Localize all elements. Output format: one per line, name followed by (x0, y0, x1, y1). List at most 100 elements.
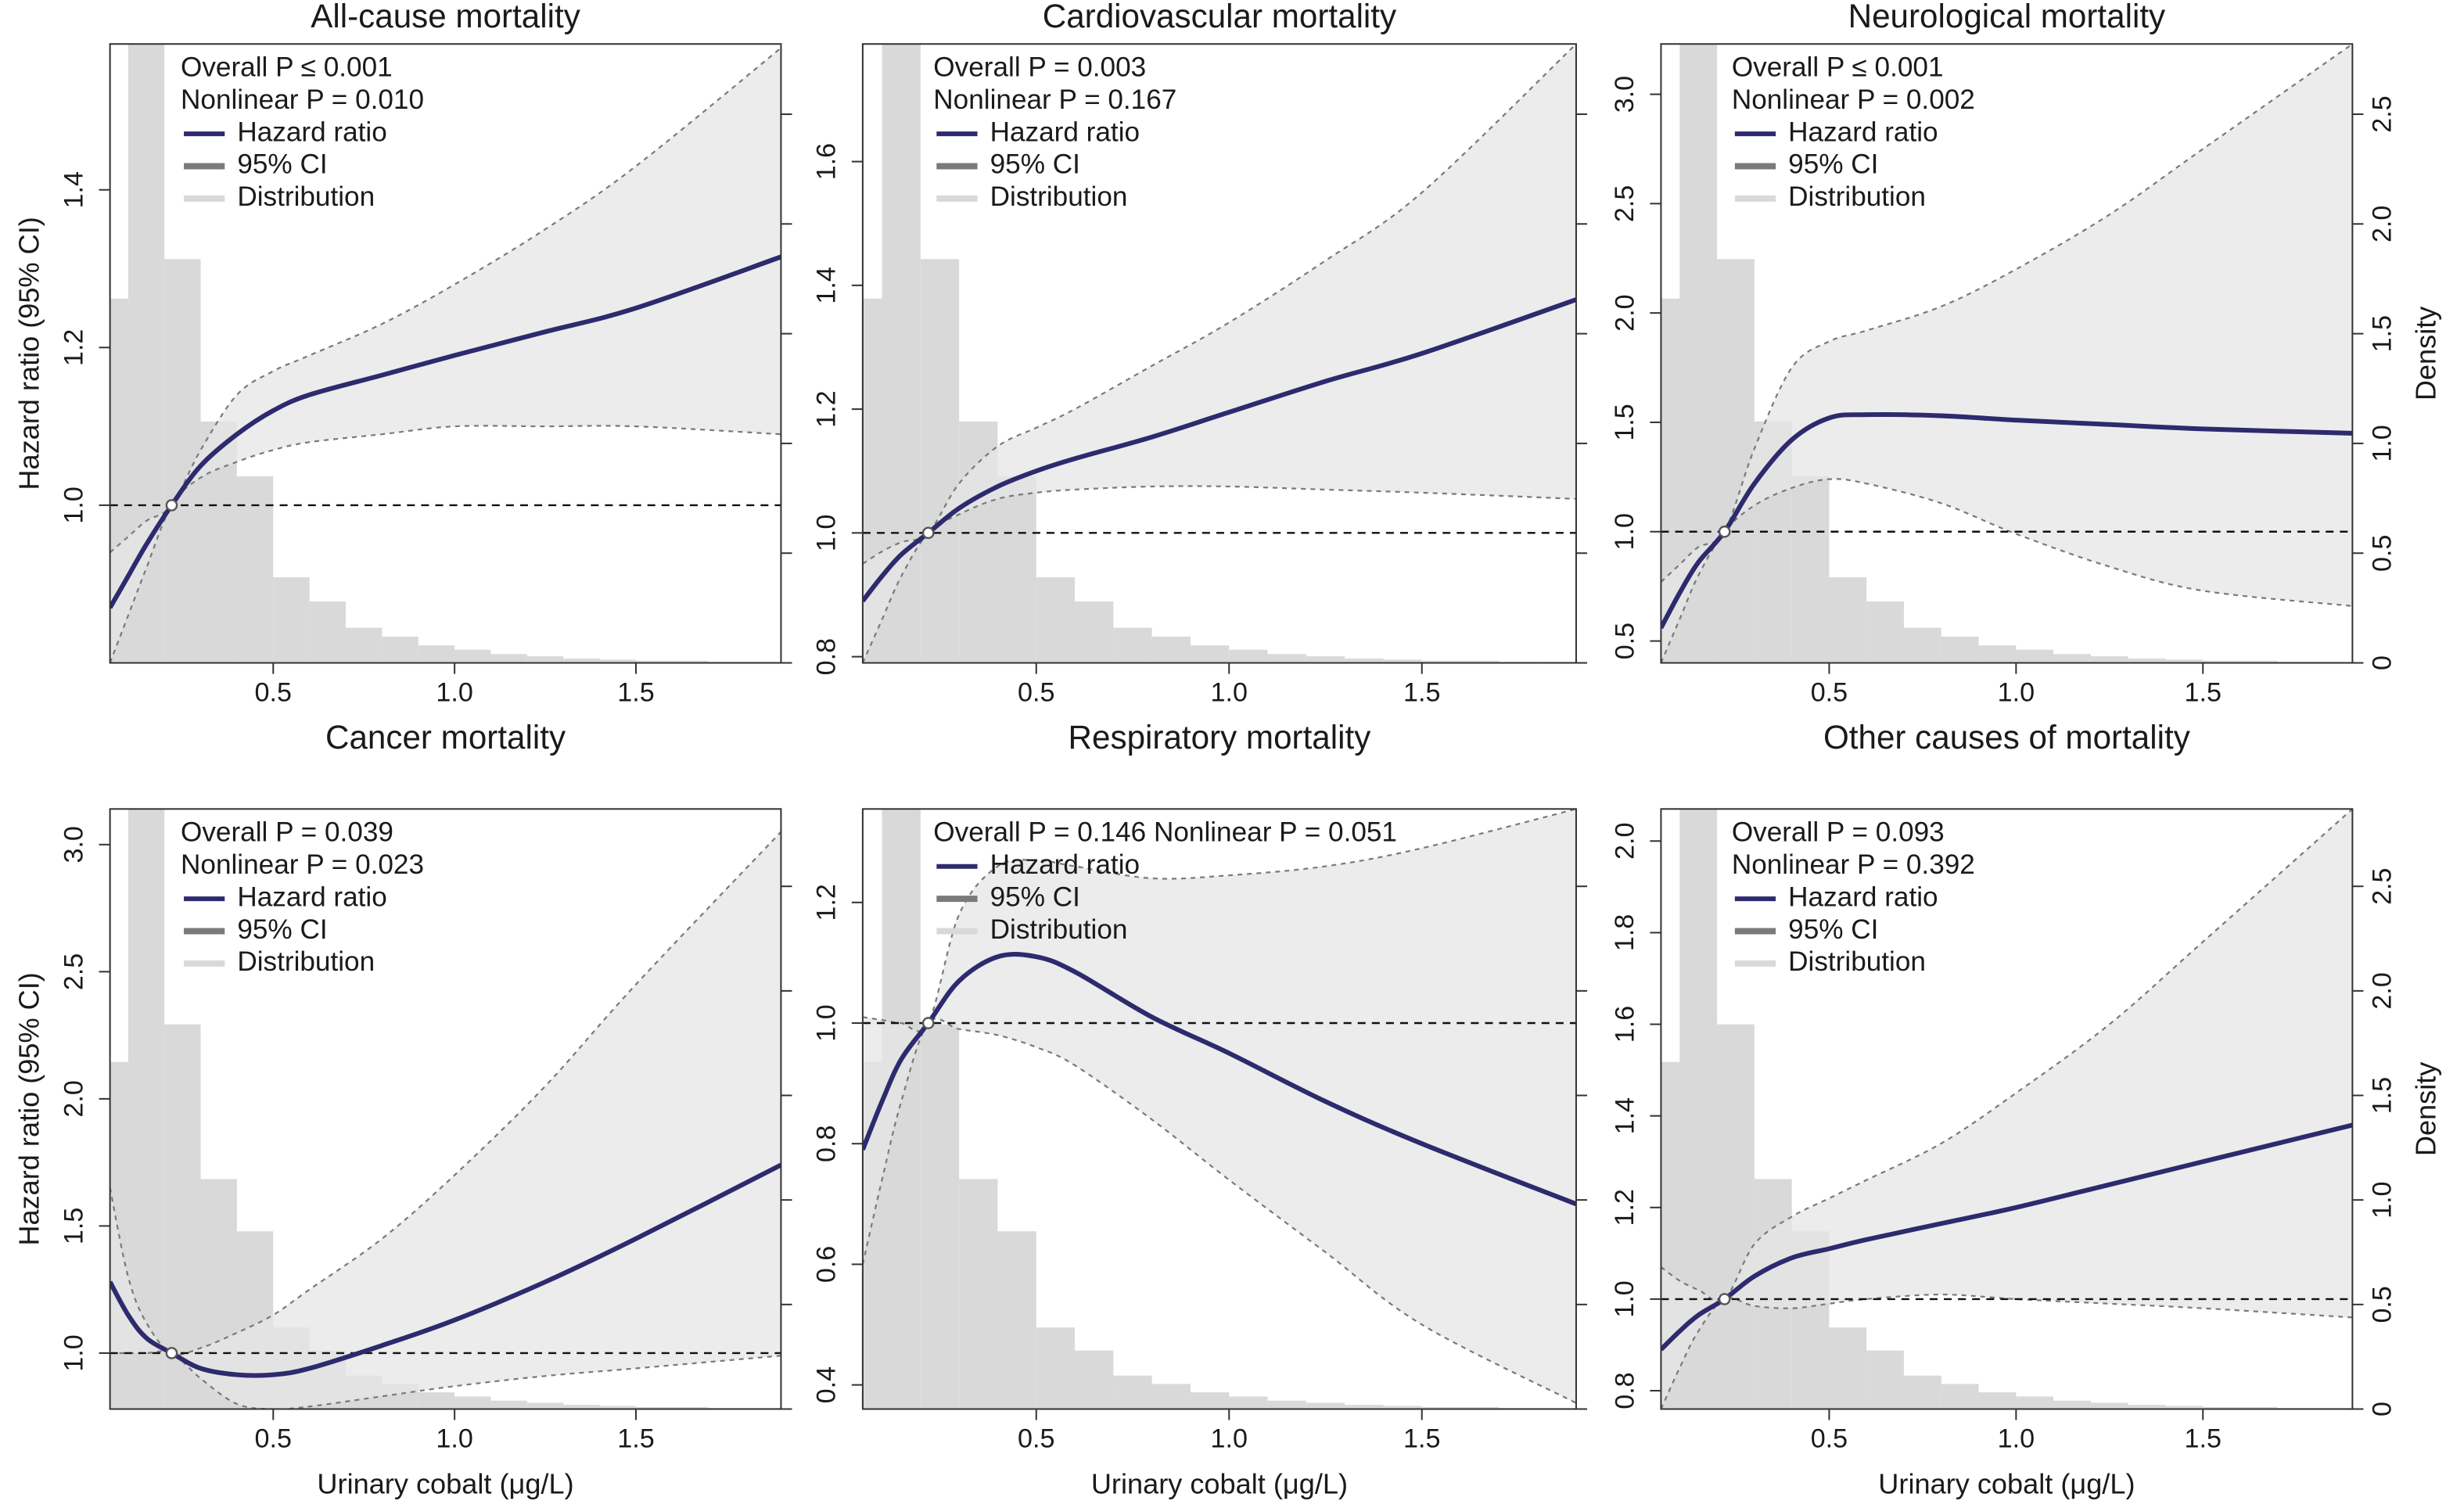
legend-label: Hazard ratio (237, 117, 386, 147)
panel: 0.5 1.0 1.5 1.0 1.2 1.4 All-cause mortality Haz… (13, 0, 792, 708)
y2-tick-label: 0.5 (2368, 534, 2398, 571)
y-tick-label: 1.6 (812, 143, 842, 180)
legend-label: Distribution (990, 914, 1128, 945)
histogram-bar (2165, 659, 2204, 663)
ci-lower-line (110, 425, 781, 663)
histogram-bar (454, 1396, 491, 1409)
histogram-bar (1113, 627, 1152, 663)
x-axis-label: Urinary cobalt (μg/L) (1878, 1467, 2135, 1499)
histogram-bar (1717, 259, 1755, 663)
histogram-bar (1229, 1396, 1268, 1409)
reference-point (1718, 1293, 1731, 1305)
histogram-bar (2240, 1406, 2278, 1409)
reference-point (1718, 525, 1731, 538)
y2-tick-label: 2.5 (2368, 867, 2398, 904)
histogram-bar (672, 1406, 709, 1409)
y-tick-label: 0.5 (1610, 623, 1640, 659)
histogram-bar (1717, 1024, 1755, 1409)
annotation: Nonlinear P = 0.002 (1732, 84, 1975, 115)
x-tick-label: 0.5 (255, 1424, 292, 1454)
y-tick-label: 1.0 (812, 1004, 842, 1041)
legend-label: Distribution (1788, 946, 1926, 977)
histogram-bar (1267, 654, 1306, 663)
legend-label: Hazard ratio (1788, 881, 1938, 912)
y-tick-label: 2.0 (59, 1080, 88, 1117)
histogram-bar (1460, 660, 1500, 663)
plot-area (110, 44, 781, 663)
histogram-bar (164, 259, 201, 663)
ci-upper-line (110, 831, 781, 1355)
ci-upper-line (110, 47, 781, 554)
histogram-bar (2240, 660, 2278, 663)
hazard-ratio-line (862, 297, 1576, 603)
histogram-bar (1190, 645, 1230, 663)
histogram-bar (1267, 1400, 1306, 1409)
panel-title: Cancer mortality (325, 719, 566, 756)
x-tick-label: 1.0 (436, 678, 472, 708)
ci-band (862, 44, 1576, 663)
histogram-bar (599, 659, 636, 663)
y-tick-label: 2.5 (1610, 185, 1640, 222)
panel: 0.5 1.0 1.5 0.8 1.0 1.2 1.4 1.6 Cardiovascular m… (812, 0, 1588, 708)
histogram-bar (454, 649, 491, 663)
histogram-bar (1306, 656, 1345, 663)
legend-label: 95% CI (237, 914, 327, 945)
annotation: Overall P ≤ 0.001 (181, 52, 393, 83)
legend-label: Distribution (237, 946, 375, 977)
ci-upper-line (1661, 44, 2353, 583)
histogram-bar (1460, 1406, 1500, 1409)
y2-axis-label: Density (2409, 1062, 2441, 1156)
histogram-bar (2053, 1400, 2091, 1409)
legend-label: 95% CI (990, 881, 1080, 912)
y-tick-label: 2.0 (1610, 823, 1640, 860)
legend-label: 95% CI (1788, 149, 1878, 180)
plot-frame (1660, 808, 2354, 1410)
y-tick-label: 1.4 (812, 267, 842, 303)
annotation: Overall P = 0.146 Nonlinear P = 0.051 (933, 817, 1397, 848)
y-tick-label: 1.2 (812, 390, 842, 427)
y2-axis-label: Density (2409, 307, 2441, 400)
annotation: Nonlinear P = 0.023 (181, 849, 424, 880)
histogram-bar (1829, 577, 1867, 663)
histogram-bar (2203, 660, 2241, 663)
histogram-bar (599, 1406, 636, 1409)
legend-label: 95% CI (1788, 914, 1878, 945)
x-tick-label: 1.5 (617, 1424, 654, 1454)
histogram-bar (1383, 1406, 1422, 1409)
plot-area (110, 809, 781, 1409)
histogram-bar (635, 660, 673, 663)
histogram-bar (309, 601, 347, 663)
x-tick-label: 0.5 (255, 678, 292, 708)
histogram-bar (672, 660, 709, 663)
histogram-bar (526, 656, 564, 663)
histogram-bar (1229, 649, 1268, 663)
x-tick-label: 1.5 (617, 678, 654, 708)
plot-frame (861, 808, 1577, 1410)
x-axis-label: Urinary cobalt (μg/L) (1091, 1467, 1348, 1499)
histogram-bar (1791, 476, 1830, 663)
legend-label: Hazard ratio (237, 881, 386, 912)
histogram-bar (1829, 1327, 1867, 1409)
histogram-bar (920, 259, 960, 663)
plot-area (862, 809, 1576, 1409)
panel: 0.5 1.0 1.5 0.8 1.0 1.2 1.4 1.6 1.8 2.0 0 0.5 1.0 1.5… (1610, 719, 2441, 1499)
panel: 0.5 1.0 1.5 1.0 1.5 2.0 2.5 3.0 Cancer mortality… (13, 719, 792, 1499)
plot-frame (861, 43, 1577, 664)
y2-tick-label: 0 (2368, 1402, 2398, 1416)
histogram-bar (1075, 1350, 1114, 1409)
y-tick-label: 0.4 (812, 1366, 842, 1403)
x-tick-label: 1.5 (2185, 1424, 2222, 1454)
annotation: Overall P = 0.039 (181, 817, 393, 848)
reference-point (921, 1017, 935, 1029)
histogram-bar (1421, 1406, 1461, 1409)
histogram-bar (273, 577, 310, 663)
x-tick-label: 0.5 (1811, 678, 1848, 708)
histogram-bar (1113, 1375, 1152, 1409)
histogram-bar (2165, 1406, 2204, 1409)
annotation: Nonlinear P = 0.167 (933, 84, 1176, 115)
ci-band (1661, 809, 2353, 1409)
y2-tick-label: 2.5 (2368, 95, 2398, 132)
y-tick-label: 1.5 (1610, 404, 1640, 440)
y2-tick-label: 2.0 (2368, 972, 2398, 1009)
annotation: Nonlinear P = 0.010 (181, 84, 424, 115)
